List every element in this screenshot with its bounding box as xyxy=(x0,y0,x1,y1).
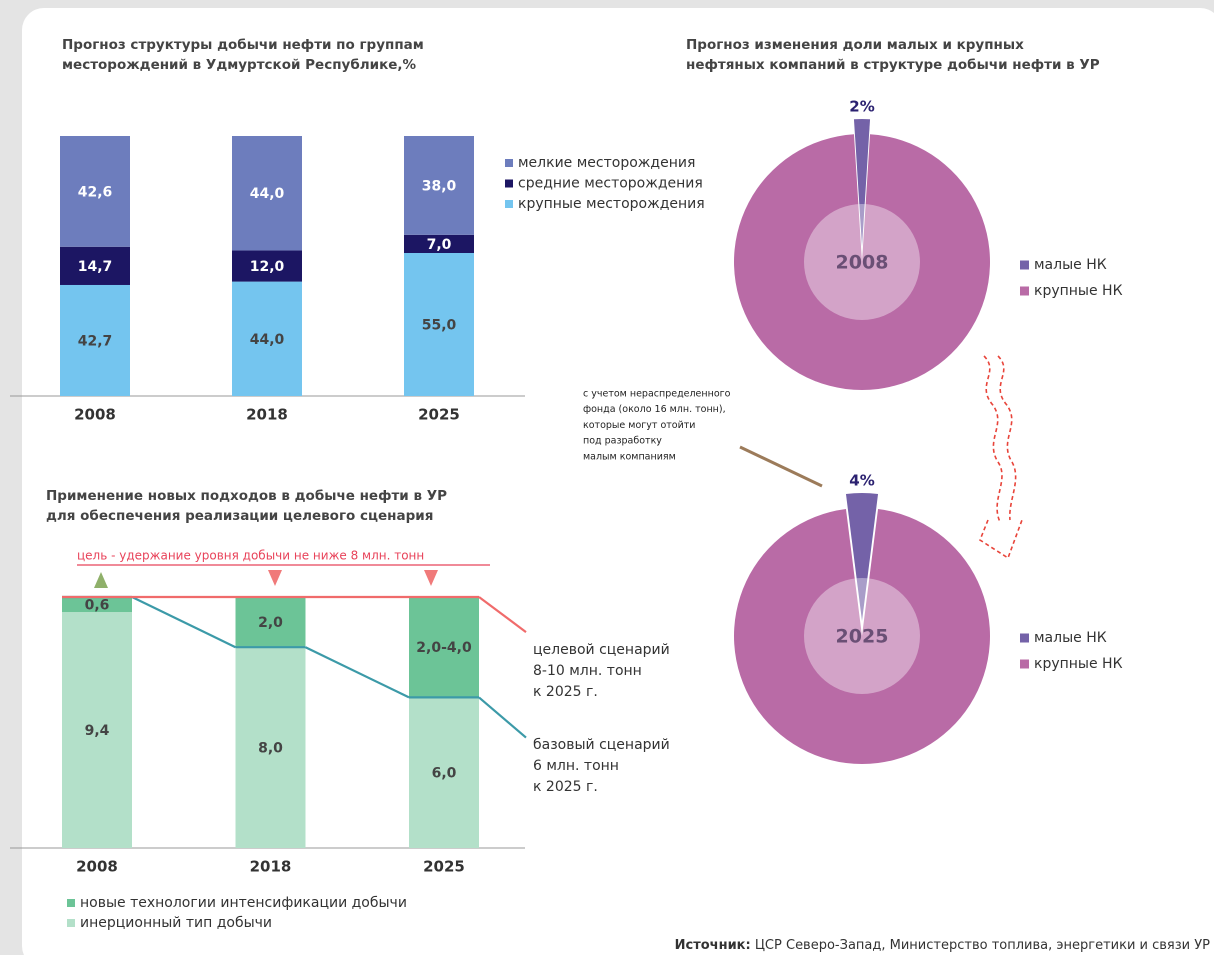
bar-segment xyxy=(409,597,479,698)
bar-segment xyxy=(60,246,130,285)
value-label: 14,7 xyxy=(78,259,113,275)
marker xyxy=(424,570,438,586)
value-label: 6,0 xyxy=(432,766,457,782)
pie-slice xyxy=(845,492,879,621)
value-label: 9,4 xyxy=(85,723,110,739)
pointer xyxy=(739,445,823,488)
value-label: 2,0-4,0 xyxy=(416,640,472,656)
scenario-label: 8-10 млн. тонн xyxy=(533,663,642,679)
legend-swatch xyxy=(1020,659,1029,669)
target-label: цель - удержание уровня добычи не ниже 8… xyxy=(77,549,424,563)
legend-label: инерционный тип добычи xyxy=(80,915,272,931)
legend-label: малые НК xyxy=(1034,257,1107,273)
legend-label: крупные НК xyxy=(1034,283,1123,299)
legend-label: малые НК xyxy=(1034,630,1107,646)
pie-note: малым компаниям xyxy=(583,451,676,462)
scenario-label: базовый сценарий xyxy=(533,737,670,753)
chart-title: для обеспечения реализации целевого сцен… xyxy=(46,508,433,524)
pie-note: фонда (около 16 млн. тонн), xyxy=(583,404,726,415)
value-label: 0,6 xyxy=(85,598,110,614)
value-label: 12,0 xyxy=(250,259,285,275)
pie-slice xyxy=(733,509,990,764)
x-tick-label: 2008 xyxy=(76,858,118,876)
chart-title: месторождений в Удмуртской Республике,% xyxy=(62,57,417,73)
legend-label: новые технологии интенсификации добычи xyxy=(80,895,407,911)
pie-center-label: 2025 xyxy=(836,626,889,648)
x-tick-label: 2025 xyxy=(423,858,465,876)
bar-segment xyxy=(62,612,132,848)
source-text: ЦСР Северо-Запад, Министерство топлива, … xyxy=(755,938,1210,953)
bar-segment xyxy=(232,281,302,396)
bar-segment xyxy=(235,597,306,648)
x-tick-label: 2018 xyxy=(246,406,288,424)
pie-center xyxy=(804,578,920,694)
legend-swatch xyxy=(505,159,513,167)
pie-slice xyxy=(734,134,990,390)
chart-title: Прогноз структуры добычи нефти по группа… xyxy=(62,37,424,53)
legend-label: средние месторождения xyxy=(518,176,703,192)
scenario-line xyxy=(131,596,236,649)
chart-title: Применение новых подходов в добыче нефти… xyxy=(46,488,447,504)
value-label: 4% xyxy=(849,472,874,490)
legend-label: крупные НК xyxy=(1034,656,1123,672)
value-label: 7,0 xyxy=(427,237,452,253)
scenario-line xyxy=(478,596,527,634)
scenario-line xyxy=(305,646,410,699)
value-label: 2,0 xyxy=(258,615,283,631)
x-tick-label: 2008 xyxy=(74,406,116,424)
value-label: 42,6 xyxy=(78,184,113,200)
arrow-head xyxy=(979,519,1023,560)
arrow xyxy=(997,355,1017,521)
bar-segment xyxy=(235,647,306,848)
chart-title: нефтяных компаний в структуре добычи неф… xyxy=(686,57,1100,73)
panel xyxy=(22,8,1214,955)
chart-title: Прогноз изменения доли малых и крупных xyxy=(686,37,1024,53)
value-label: 38,0 xyxy=(422,178,457,194)
value-label: 2% xyxy=(849,98,874,116)
value-label: 8,0 xyxy=(258,741,283,757)
legend-swatch xyxy=(1020,633,1029,643)
value-label: 44,0 xyxy=(250,332,285,348)
pie-note: которые могут отойти xyxy=(583,420,695,431)
legend-label: крупные месторождения xyxy=(518,196,705,212)
x-tick-label: 2018 xyxy=(250,858,292,876)
x-tick-label: 2025 xyxy=(418,406,460,424)
scenario-label: 6 млн. тонн xyxy=(533,758,619,774)
bar-segment xyxy=(404,234,474,253)
bar-segment xyxy=(232,136,302,251)
bar-segment xyxy=(62,597,132,613)
pie-center-label: 2008 xyxy=(836,252,889,274)
arrow xyxy=(983,355,1003,523)
legend-swatch xyxy=(67,899,75,907)
pie-slice xyxy=(853,119,871,247)
scenario-label: к 2025 г. xyxy=(533,684,598,700)
legend-swatch xyxy=(1020,286,1029,296)
value-label: 42,7 xyxy=(78,333,113,349)
pie-note: с учетом нераспределенного xyxy=(583,389,731,400)
marker xyxy=(268,570,282,586)
legend-label: мелкие месторождения xyxy=(518,155,695,171)
legend-swatch xyxy=(505,200,513,208)
source-label: Источник: xyxy=(675,938,751,953)
bar-segment xyxy=(404,136,474,235)
bar-segment xyxy=(60,284,130,396)
scenario-label: целевой сценарий xyxy=(533,642,670,658)
value-label: 44,0 xyxy=(250,186,285,202)
marker xyxy=(94,572,108,588)
legend-swatch xyxy=(1020,260,1029,270)
scenario-label: к 2025 г. xyxy=(533,779,598,795)
legend-swatch xyxy=(505,179,513,188)
pie-center xyxy=(804,204,920,320)
legend-swatch xyxy=(67,919,75,927)
pie-note: под разработку xyxy=(583,436,662,447)
source: Источник: ЦСР Северо-Запад, Министерство… xyxy=(675,938,1211,953)
bar-segment xyxy=(60,136,130,247)
bar-segment xyxy=(409,697,479,848)
bar-segment xyxy=(232,250,302,282)
scenario-line xyxy=(478,696,527,739)
value-label: 55,0 xyxy=(422,318,457,334)
bar-segment xyxy=(404,253,474,396)
